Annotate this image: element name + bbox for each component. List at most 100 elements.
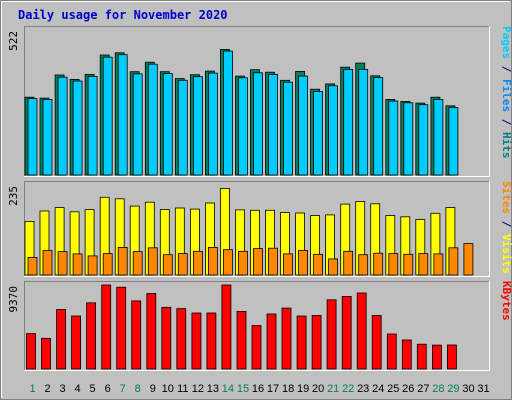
bar-files-day-14: [222, 50, 233, 176]
x-tick-label-8: 8: [135, 383, 141, 395]
bar-files-day-10: [162, 73, 173, 176]
x-tick-label-22: 22: [342, 383, 354, 395]
x-tick-label-17: 17: [267, 383, 279, 395]
bar-files-day-26: [403, 102, 414, 176]
bar-sites-day-7: [117, 246, 128, 276]
bar-sites-day-30: [463, 243, 474, 276]
bar-files-day-15: [238, 77, 248, 176]
bar-kbytes-day-4: [71, 315, 81, 370]
bar-kbytes-day-8: [131, 300, 142, 370]
bar-files-day-16: [253, 72, 263, 176]
bar-files-day-7: [117, 54, 128, 176]
bar-sites-day-8: [132, 251, 143, 276]
x-tick-label-26: 26: [402, 383, 414, 395]
y-max-label: 235: [7, 186, 20, 206]
bar-kbytes-day-22: [341, 295, 352, 370]
bar-kbytes-day-16: [251, 325, 262, 370]
bar-kbytes-day-26: [401, 339, 412, 370]
bar-sites-day-11: [177, 253, 188, 276]
bar-kbytes-day-24: [371, 315, 382, 370]
series-legend-label: KBytes: [500, 281, 512, 321]
bar-files-day-22: [343, 69, 354, 176]
x-tick-label-30: 30: [462, 383, 474, 395]
bar-kbytes-day-10: [161, 306, 172, 370]
legend-part-0: KBytes: [500, 281, 512, 321]
bar-sites-day-13: [207, 246, 218, 276]
legend-part-2: Files: [500, 79, 512, 112]
legend-part-2: Visits: [500, 234, 512, 274]
panel-hits-files-pages: 522 Pages / Files / Hits: [7, 26, 512, 177]
legend-part-0: Pages: [500, 26, 512, 59]
bar-files-day-21: [328, 85, 339, 176]
panel-visits-sites: 235 Sites / Visits: [7, 181, 512, 277]
y-max-label: 9370: [7, 286, 20, 313]
bar-sites-day-17: [268, 247, 278, 276]
bar-sites-day-24: [373, 252, 384, 276]
bar-kbytes-day-15: [236, 310, 247, 370]
bar-files-day-6: [102, 56, 113, 176]
x-tick-label-4: 4: [75, 383, 81, 395]
legend-part-4: Hits: [500, 132, 512, 159]
x-tick-label-6: 6: [105, 383, 111, 395]
bar-sites-day-5: [87, 255, 98, 276]
legend-part-3: /: [500, 112, 512, 132]
bar-sites-day-16: [253, 248, 263, 276]
x-tick-label-21: 21: [327, 383, 339, 395]
panel-kbytes: 9370 KBytes: [7, 281, 512, 371]
bar-files-day-13: [207, 72, 218, 176]
bar-sites-day-18: [283, 253, 293, 276]
x-tick-label-31: 31: [477, 383, 489, 395]
bar-sites-day-12: [192, 250, 203, 276]
bar-kbytes-day-13: [206, 312, 217, 370]
legend-part-0: Sites: [500, 181, 512, 214]
x-tick-label-14: 14: [222, 383, 234, 395]
bar-sites-day-1: [27, 256, 38, 276]
bar-sites-day-20: [313, 253, 324, 276]
bar-kbytes-day-23: [356, 292, 367, 370]
bar-sites-day-2: [42, 250, 53, 276]
bar-kbytes-day-2: [41, 337, 51, 370]
chart-title: Daily usage for November 2020: [18, 8, 228, 22]
bar-files-day-4: [72, 80, 83, 176]
x-tick-label-10: 10: [162, 383, 174, 395]
bar-files-day-18: [283, 81, 293, 176]
bar-kbytes-day-18: [281, 307, 292, 370]
bar-files-day-19: [298, 75, 309, 176]
bar-sites-day-25: [388, 253, 399, 276]
bar-files-day-25: [388, 100, 399, 176]
bar-sites-day-14: [222, 249, 233, 276]
bar-kbytes-day-25: [386, 333, 397, 370]
bar-files-day-29: [448, 107, 459, 176]
x-tick-label-28: 28: [432, 383, 444, 395]
bar-sites-day-22: [343, 250, 354, 276]
x-tick-label-29: 29: [447, 383, 459, 395]
bar-kbytes-day-7: [116, 286, 127, 370]
bar-sites-day-4: [72, 253, 83, 276]
bar-sites-day-3: [57, 251, 68, 276]
x-tick-label-20: 20: [312, 383, 324, 395]
bar-files-day-5: [87, 76, 98, 176]
bar-files-day-23: [358, 69, 369, 176]
bar-files-day-1: [27, 98, 38, 176]
bar-files-day-9: [147, 63, 158, 176]
series-legend-label: Pages / Files / Hits: [500, 26, 512, 159]
bar-files-day-24: [373, 77, 384, 176]
bar-kbytes-day-9: [146, 293, 157, 370]
bar-sites-day-29: [448, 247, 459, 276]
legend-part-1: /: [500, 214, 512, 234]
bar-kbytes-day-14: [221, 284, 232, 370]
x-tick-label-2: 2: [44, 383, 50, 395]
x-tick-label-1: 1: [29, 383, 35, 395]
x-tick-label-16: 16: [252, 383, 264, 395]
bar-kbytes-day-20: [311, 315, 322, 370]
bar-files-day-27: [418, 104, 429, 176]
bar-sites-day-21: [328, 258, 339, 276]
bar-kbytes-day-1: [26, 333, 36, 370]
bar-kbytes-day-28: [431, 344, 442, 370]
bar-kbytes-day-3: [56, 309, 66, 370]
bar-files-day-17: [268, 74, 278, 176]
bar-files-day-2: [42, 99, 53, 176]
x-tick-label-9: 9: [150, 383, 156, 395]
x-tick-label-5: 5: [90, 383, 96, 395]
